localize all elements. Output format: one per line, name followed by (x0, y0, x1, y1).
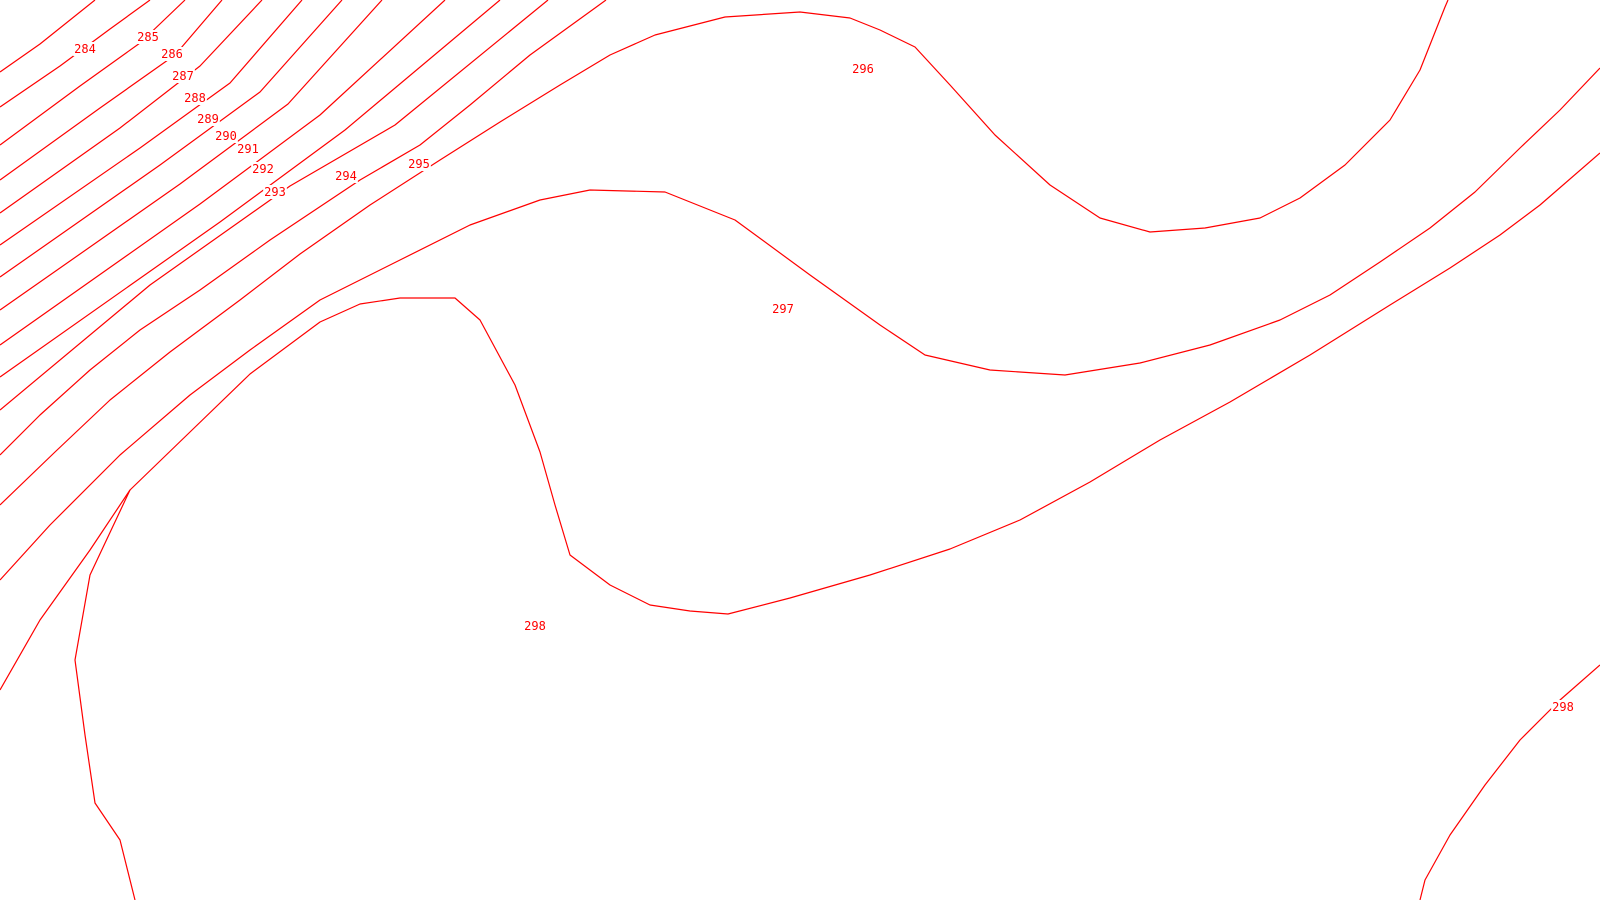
contour-label-292: 292 (252, 162, 274, 176)
contour-line (0, 0, 96, 73)
contour-line (0, 0, 607, 456)
contour-line (0, 67, 1600, 581)
contour-label-293: 293 (264, 185, 286, 199)
contour-label-297: 297 (772, 302, 794, 316)
contour-line (0, 0, 223, 181)
contour-line (0, 0, 343, 278)
contour-line (0, 0, 383, 311)
contour-label-295: 295 (408, 157, 430, 171)
contour-line (0, 0, 1449, 506)
contour-line (0, 0, 263, 214)
contour-label-298: 298 (524, 619, 546, 633)
contour-line (74, 489, 136, 900)
contour-label-289: 289 (197, 112, 219, 126)
contour-line (0, 0, 501, 378)
contour-label-background (160, 47, 184, 61)
contour-label-285: 285 (137, 30, 159, 44)
contour-label-298: 298 (1552, 700, 1574, 714)
contour-label-291: 291 (237, 142, 259, 156)
contour-label-286: 286 (161, 47, 183, 61)
contour-label-background (851, 62, 875, 76)
contour-label-background (183, 91, 207, 105)
contour-label-background (771, 302, 795, 316)
contour-line (0, 152, 1600, 691)
contour-label-background (1551, 700, 1575, 714)
contour-label-296: 296 (852, 62, 874, 76)
contour-label-background (214, 129, 238, 143)
contour-label-background (171, 69, 195, 83)
contour-label-background (251, 162, 275, 176)
contour-label-background (236, 142, 260, 156)
contour-label-background (196, 112, 220, 126)
contour-label-294: 294 (335, 169, 357, 183)
contour-label-287: 287 (172, 69, 194, 83)
contour-label-background (136, 30, 160, 44)
contour-line (0, 0, 446, 346)
contour-label-284: 284 (74, 42, 96, 56)
contour-line (0, 0, 186, 146)
contour-label-background (263, 185, 287, 199)
contour-label-290: 290 (215, 129, 237, 143)
contour-label-288: 288 (184, 91, 206, 105)
contour-label-background (523, 619, 547, 633)
contour-line (0, 0, 549, 411)
contour-label-background (73, 42, 97, 56)
contour-label-background (334, 169, 358, 183)
contour-label-background (407, 157, 431, 171)
contour-line (0, 0, 303, 246)
